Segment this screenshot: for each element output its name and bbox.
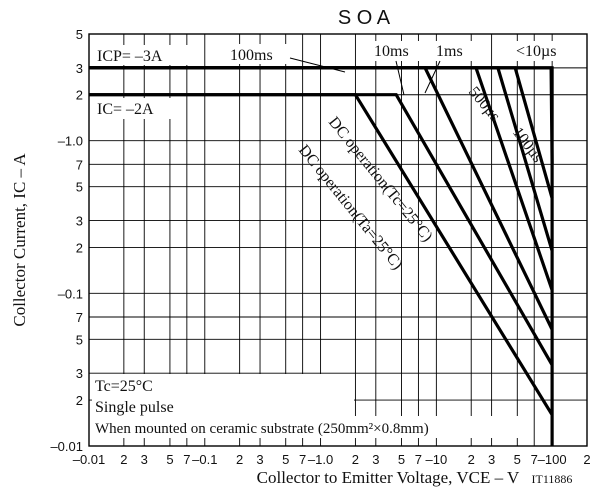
x-axis-label: Collector to Emitter Voltage, VCE – V	[257, 468, 520, 487]
label-10ms-bg	[372, 41, 420, 61]
y-tick-label: 2	[76, 393, 83, 408]
leader-1ms	[424, 60, 441, 94]
plot-frame	[88, 33, 588, 447]
x-tick-label: 5	[282, 452, 289, 467]
soa-curve	[89, 66, 554, 446]
substrate-note-bg	[92, 416, 522, 438]
y-tick-label: 5	[76, 180, 83, 195]
y-tick-label: 5	[76, 27, 83, 42]
y-tick-label: 2	[76, 240, 83, 255]
tick-labels: –0.01 2 3 5 7 –0.1 2 3 5 7 –1.0 2 3 5 7 –10 2 3 5 7 –100 2–0.…	[50, 27, 590, 467]
x-tick-label: –100	[538, 452, 567, 467]
y-tick-label: 2	[76, 88, 83, 103]
x-tick-label: 2	[120, 452, 127, 467]
x-tick-label: 7	[183, 452, 190, 467]
x-tick-label: 2	[468, 452, 475, 467]
x-tick-label: 7	[415, 452, 422, 467]
x-tick-label: –0.01	[73, 452, 106, 467]
label-1ms: 1ms	[436, 43, 463, 60]
x-tick-label: 3	[141, 452, 148, 467]
y-tick-label: 7	[76, 310, 83, 325]
x-tick-label: 5	[398, 452, 405, 467]
y-tick-label: –0.01	[50, 439, 83, 454]
x-tick-label: 3	[488, 452, 495, 467]
x-tick-label: –0.1	[192, 452, 217, 467]
label-500us: 500µs	[465, 84, 503, 125]
label-10us-bg	[514, 41, 572, 61]
x-tick-label: 2	[583, 452, 590, 467]
y-tick-label: 7	[76, 157, 83, 172]
label-100ms-bg	[225, 44, 291, 64]
label-10ms: 10ms	[374, 43, 409, 60]
label-1ms-bg	[433, 41, 473, 61]
soa-curve	[89, 93, 554, 416]
y-tick-label: 5	[76, 332, 83, 347]
x-tick-label: 2	[236, 452, 243, 467]
label-100us: 100µs	[509, 124, 546, 166]
x-tick-label: 5	[514, 452, 521, 467]
x-tick-label: –10	[426, 452, 448, 467]
icp-label-bg	[95, 45, 200, 65]
x-tick-label: 2	[352, 452, 359, 467]
y-tick-label: 3	[76, 61, 83, 76]
curves	[89, 66, 554, 446]
x-tick-label: 7	[531, 452, 538, 467]
x-tick-label: 7	[299, 452, 306, 467]
ic-label: IC= –2A	[97, 101, 154, 118]
y-tick-label: 3	[76, 366, 83, 381]
x-tick-label: 3	[372, 452, 379, 467]
label-100ms: 100ms	[230, 47, 273, 64]
part-code: IT11886	[532, 472, 573, 486]
y-tick-label: 3	[76, 214, 83, 229]
leader-100ms	[289, 57, 346, 73]
label-dc-ta: DC operation(Ta=25°C)	[295, 142, 406, 273]
y-tick-label: –0.1	[58, 286, 83, 301]
y-axis-label: Collector Current, IC – A	[10, 153, 29, 327]
x-tick-label: 5	[166, 452, 173, 467]
chart-title: S O A	[338, 7, 391, 29]
condition-pulse: Single pulse	[95, 399, 174, 416]
icp-label: ICP= –3A	[97, 48, 163, 65]
condition-tc: Tc=25°C	[95, 378, 153, 395]
ic-label-bg	[95, 98, 185, 119]
y-tick-label: –1.0	[58, 134, 83, 149]
x-tick-label: –1.0	[308, 452, 333, 467]
label-10us: <10µs	[516, 43, 556, 60]
condition-substrate: When mounted on ceramic substrate (250mm…	[95, 421, 429, 437]
x-tick-label: 3	[256, 452, 263, 467]
leader-10ms	[395, 60, 405, 96]
annotations: ICP= –3A IC= –2A 100ms 10ms 1ms <10µs 50…	[92, 41, 572, 438]
